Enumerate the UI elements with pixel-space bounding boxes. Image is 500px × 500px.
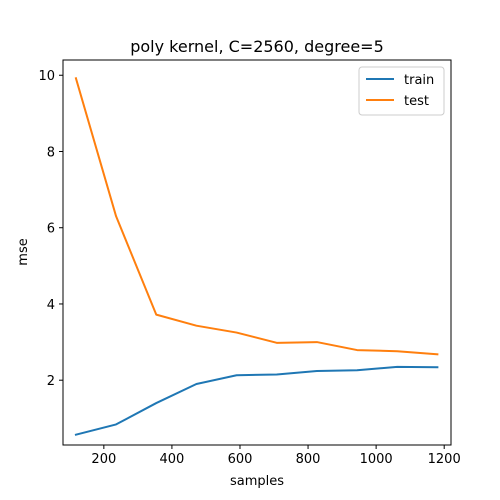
series-line-test (74, 77, 439, 356)
x-tick-label: 1200 (428, 452, 461, 467)
y-tick-label: 8 (47, 145, 55, 160)
y-tick-label: 10 (38, 69, 55, 84)
x-tick-label: 600 (228, 452, 253, 467)
chart-title: poly kernel, C=2560, degree=5 (130, 37, 384, 56)
x-tick-label: 200 (91, 452, 116, 467)
y-tick-label: 6 (47, 222, 55, 237)
legend-label-test: test (404, 94, 429, 109)
series-line-train (74, 365, 439, 436)
y-tick-label: 4 (47, 298, 55, 313)
y-tick-label: 2 (47, 374, 55, 389)
x-tick-label: 1000 (360, 452, 393, 467)
x-tick-label: 400 (159, 452, 184, 467)
x-tick-label: 800 (296, 452, 321, 467)
y-axis-label: mse (16, 238, 31, 265)
plot-area-frame (62, 59, 452, 446)
legend-label-train: train (404, 73, 434, 88)
x-axis-label: samples (230, 474, 284, 489)
